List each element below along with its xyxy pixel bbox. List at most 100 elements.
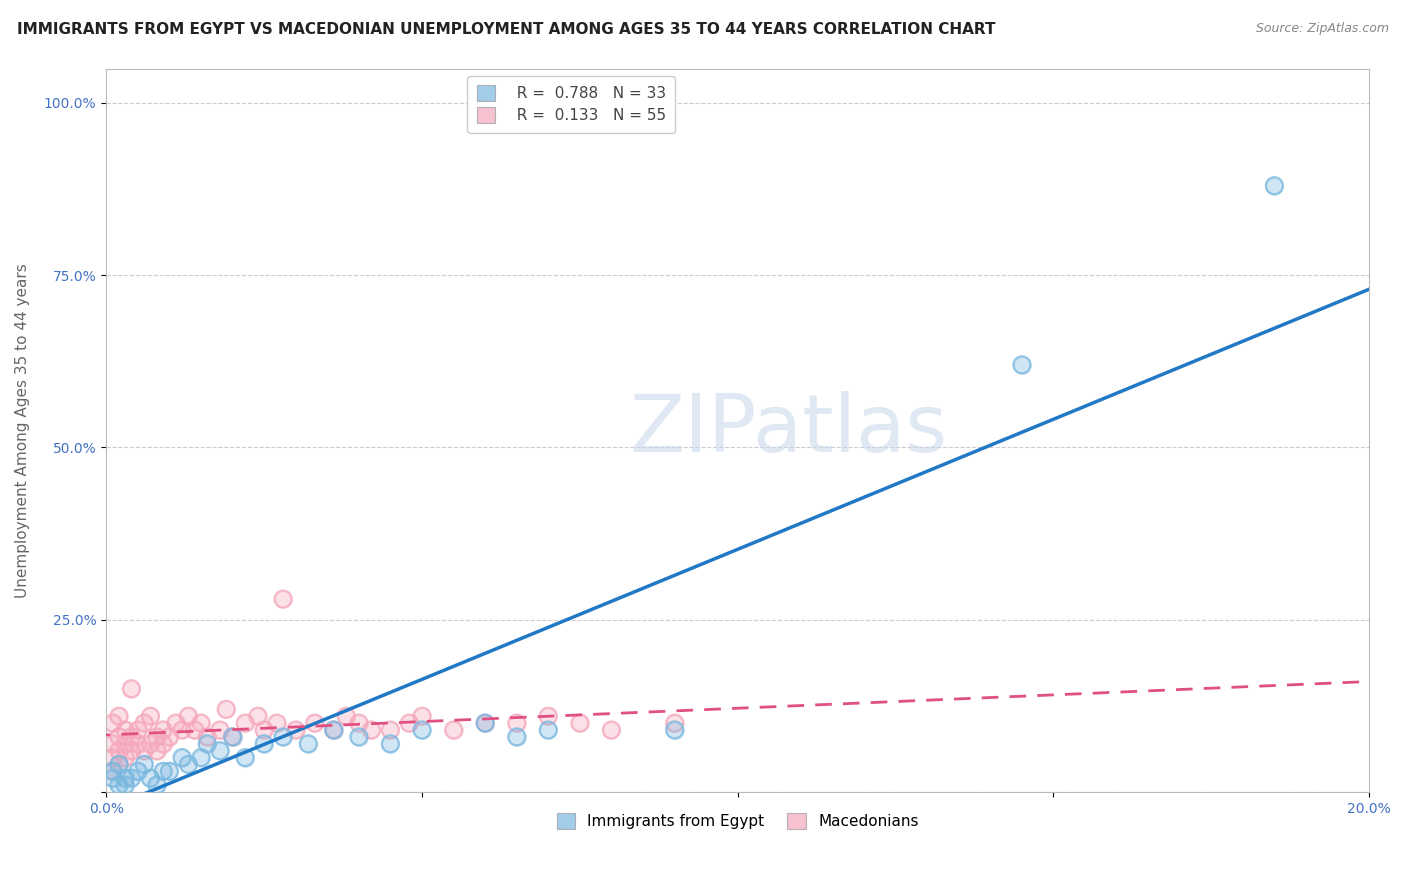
Point (134, 716, 156, 731)
Point (360, 723, 382, 737)
Point (474, 716, 496, 731)
Point (347, 716, 370, 731)
Point (145, 778, 167, 792)
Point (157, 730, 180, 744)
Point (101, 764, 124, 779)
Point (177, 709, 200, 723)
Point (1011, 358, 1033, 372)
Point (253, 723, 276, 737)
Point (114, 771, 136, 785)
Point (253, 723, 276, 737)
Point (474, 716, 496, 731)
Point (284, 723, 307, 737)
Point (221, 730, 243, 744)
Point (190, 716, 212, 731)
Point (101, 716, 124, 731)
Point (165, 716, 187, 731)
Point (127, 764, 149, 779)
Point (322, 723, 344, 737)
Point (233, 750, 256, 764)
Point (152, 764, 174, 779)
Point (139, 737, 162, 751)
Point (108, 757, 131, 772)
Point (1263, 178, 1285, 193)
Point (380, 723, 402, 737)
Point (664, 723, 686, 737)
Point (271, 730, 294, 744)
Point (537, 723, 560, 737)
Point (233, 750, 256, 764)
Point (108, 757, 131, 772)
Point (121, 744, 143, 758)
Point (1011, 358, 1033, 372)
Point (411, 709, 433, 723)
Point (253, 737, 276, 751)
Point (145, 744, 167, 758)
Point (170, 723, 193, 737)
Point (183, 723, 205, 737)
Point (266, 716, 288, 731)
Point (145, 778, 167, 792)
Point (253, 737, 276, 751)
Point (101, 737, 124, 751)
Point (411, 723, 433, 737)
Point (108, 730, 131, 744)
Point (190, 716, 212, 731)
Point (114, 737, 136, 751)
Point (208, 744, 231, 758)
Point (152, 723, 174, 737)
Point (297, 737, 319, 751)
Point (322, 723, 344, 737)
Point (398, 716, 420, 731)
Point (114, 778, 136, 792)
Point (101, 771, 124, 785)
Point (195, 730, 218, 744)
Point (108, 744, 131, 758)
Point (152, 737, 174, 751)
Point (537, 709, 560, 723)
Point (347, 716, 370, 731)
Point (474, 716, 496, 731)
Point (134, 716, 156, 731)
Point (335, 709, 357, 723)
Point (505, 730, 527, 744)
Point (108, 709, 131, 723)
Point (221, 730, 243, 744)
Point (304, 716, 326, 731)
Point (221, 730, 243, 744)
Point (108, 778, 131, 792)
Point (600, 723, 623, 737)
Point (568, 716, 591, 731)
Point (347, 730, 370, 744)
Point (152, 737, 174, 751)
Point (380, 737, 402, 751)
Point (114, 737, 136, 751)
Point (134, 757, 156, 772)
Point (443, 723, 465, 737)
Point (127, 723, 149, 737)
Point (101, 764, 124, 779)
Point (322, 723, 344, 737)
Point (152, 723, 174, 737)
Point (215, 702, 238, 716)
Point (157, 764, 180, 779)
Point (101, 716, 124, 731)
Point (139, 737, 162, 751)
Point (121, 730, 143, 744)
Point (108, 730, 131, 744)
Point (170, 723, 193, 737)
Point (121, 771, 143, 785)
Point (297, 737, 319, 751)
Point (215, 702, 238, 716)
Point (347, 730, 370, 744)
Point (101, 737, 124, 751)
Point (139, 771, 162, 785)
Point (139, 771, 162, 785)
Point (600, 723, 623, 737)
Point (177, 757, 200, 772)
Point (121, 744, 143, 758)
Point (145, 730, 167, 744)
Point (233, 716, 256, 731)
Point (505, 716, 527, 731)
Point (114, 723, 136, 737)
